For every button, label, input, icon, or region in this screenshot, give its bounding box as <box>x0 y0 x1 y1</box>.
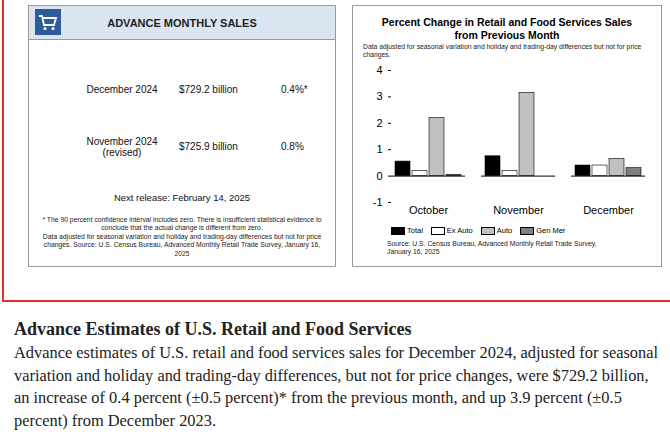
html-text:(revised): (revised) <box>102 147 142 158</box>
html-text:* The 90 percent confidence in: * The 90 percent confidence interval inc… <box>42 216 322 232</box>
html-text:$729.2 billion: $729.2 billion <box>179 84 238 95</box>
svg-text:November: November <box>493 204 544 216</box>
svg-text:4: 4 <box>376 64 382 76</box>
html-text:Next release: February 14, 202: Next release: February 14, 2025 <box>113 192 251 203</box>
html-text:Gen Mer: Gen Mer <box>536 226 566 235</box>
html-text:Data adjusted for seasonal var: Data adjusted for seasonal variation and… <box>42 232 322 257</box>
html-text:Total: Total <box>407 226 423 235</box>
html-text:Auto: Auto <box>496 226 513 235</box>
html-text:Ex Auto: Ex Auto <box>446 226 473 235</box>
svg-text:1: 1 <box>376 143 382 155</box>
html-text:0.8%: 0.8% <box>281 141 304 152</box>
svg-text:2: 2 <box>376 117 382 129</box>
svg-text:October: October <box>409 204 448 216</box>
svg-text:3: 3 <box>376 90 382 102</box>
html-text:Data adjusted for seasonal var: Data adjusted for seasonal variation and… <box>363 43 642 58</box>
svg-text:0: 0 <box>376 170 382 182</box>
svg-text:December: December <box>583 204 634 216</box>
html-text:ADVANCE MONTHLY SALES: ADVANCE MONTHLY SALES <box>107 17 257 29</box>
html-text:Source: U.S. Census Bureau, Ad: Source: U.S. Census Bureau, Advanced Mon… <box>387 240 597 255</box>
html-text:0.4%*: 0.4%* <box>281 84 308 95</box>
html-text:Percent Change in Retail and F: Percent Change in Retail and Food Servic… <box>381 16 633 41</box>
html-text:Advance estimates of U.S. reta: Advance estimates of U.S. retail and foo… <box>14 343 658 430</box>
html-text:December 2024: December 2024 <box>86 84 158 95</box>
svg-text:-1: -1 <box>373 196 383 208</box>
html-text:$725.9 billion: $725.9 billion <box>179 141 238 152</box>
html-text:Advance Estimates of U.S. Reta: Advance Estimates of U.S. Retail and Foo… <box>14 319 412 339</box>
html-text:November 2024: November 2024 <box>86 136 158 147</box>
